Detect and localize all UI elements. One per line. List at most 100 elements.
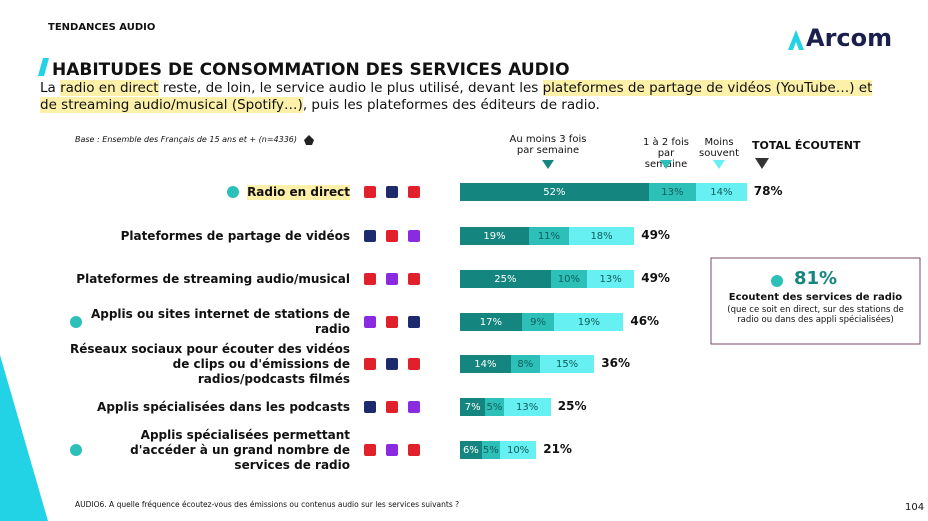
total-label: 36% — [601, 356, 631, 370]
service-logo — [386, 230, 398, 242]
bar-value-label: 13% — [661, 186, 684, 198]
subtitle-part: radio en direct — [60, 80, 159, 96]
category-text: Applis spécialisées permettant d'accéder… — [130, 427, 350, 472]
base-icon — [304, 135, 314, 145]
category-label: Applis ou sites internet de stations de … — [70, 297, 350, 347]
service-logo — [364, 444, 376, 456]
logo-mark — [788, 30, 804, 50]
bar-segment: 13% — [648, 183, 696, 201]
legend-label: Au moins 3 fois par semaine — [509, 134, 587, 156]
category-dot — [70, 444, 82, 456]
bar-segment: 19% — [460, 227, 529, 245]
bar-segment: 11% — [528, 227, 569, 245]
service-logo — [408, 444, 420, 456]
callout-dot — [771, 275, 783, 287]
bar-value-label: 10% — [557, 273, 581, 285]
category-text: Radio en direct — [247, 184, 350, 200]
category-label: Applis spécialisées dans les podcasts — [70, 382, 350, 432]
service-logo — [364, 358, 376, 370]
callout-box — [710, 257, 921, 345]
bar-value-label: 13% — [599, 273, 622, 285]
callout-value: 81% — [793, 268, 838, 289]
bar-segment: 13% — [503, 398, 551, 416]
service-logo — [408, 401, 420, 413]
bar-segment: 8% — [510, 355, 540, 373]
bar-segment: 5% — [481, 441, 500, 459]
bar-segment: 17% — [460, 313, 522, 331]
service-logo — [364, 273, 376, 285]
service-logo — [408, 186, 420, 198]
bar-value-label: 14% — [710, 186, 733, 198]
bar-segment: 19% — [554, 313, 624, 331]
bar-value-label: 19% — [577, 316, 600, 328]
subtitle-part: , puis les plateformes des éditeurs de r… — [302, 97, 600, 113]
service-logo — [408, 358, 420, 370]
service-logo — [386, 444, 398, 456]
bar-value-label: 5% — [482, 444, 499, 456]
total-label: 21% — [543, 442, 572, 456]
bar-value-label: 7% — [464, 401, 481, 413]
legend-marker — [660, 160, 672, 169]
category-text: Plateformes de partage de vidéos — [120, 228, 350, 243]
bar-segment: 14% — [695, 183, 747, 201]
bar-segment: 10% — [550, 270, 588, 288]
title: HABITUDES DE CONSOMMATION DES SERVICES A… — [52, 60, 570, 80]
header: TENDANCES AUDIO — [48, 22, 156, 33]
subtitle-part: reste, de loin, le service audio le plus… — [158, 80, 543, 96]
category-label: Réseaux sociaux pour écouter des vidéos … — [70, 339, 350, 389]
category-dot — [70, 316, 82, 328]
bar-value-label: 5% — [486, 401, 503, 413]
bar-segment: 5% — [485, 398, 504, 416]
category-label: Radio en direct — [70, 167, 350, 217]
title-slash — [38, 58, 49, 76]
service-logo — [408, 230, 420, 242]
bar-value-label: 17% — [479, 316, 502, 328]
total-label: 46% — [630, 314, 660, 328]
service-logo — [364, 230, 376, 242]
service-logo — [408, 316, 420, 328]
bar-segment: 9% — [521, 313, 555, 331]
bar-segment: 15% — [539, 355, 595, 373]
legend-marker — [542, 160, 554, 169]
logo: Arcom — [806, 24, 893, 52]
footnote: AUDIO6. A quelle fréquence écoutez-vous … — [75, 500, 460, 509]
bar-value-label: 15% — [555, 358, 579, 370]
service-logo — [408, 273, 420, 285]
bar-segment: 52% — [460, 183, 649, 201]
total-label: 49% — [641, 271, 670, 285]
bar-value-label: 14% — [474, 358, 497, 370]
callout-title: Ecoutent des services de radio — [728, 292, 903, 303]
category-text: Réseaux sociaux pour écouter des vidéos … — [70, 341, 350, 386]
bar-value-label: 18% — [590, 230, 613, 242]
service-logo — [364, 186, 376, 198]
bar-value-label: 13% — [516, 401, 539, 413]
base-note: Base : Ensemble des Français de 15 ans e… — [75, 135, 298, 144]
service-logo — [386, 186, 398, 198]
subtitle-part: La — [40, 80, 61, 96]
bar-segment: 10% — [499, 441, 537, 459]
bar-value-label: 11% — [537, 230, 561, 242]
category-text: Plateformes de streaming audio/musical — [76, 271, 350, 286]
totals-label: TOTAL ÉCOUTENT — [752, 139, 861, 152]
total-label: 49% — [641, 228, 670, 242]
bar-value-label: 6% — [462, 444, 479, 456]
subtitle: La radio en direct reste, de loin, le se… — [40, 80, 890, 114]
service-logo — [364, 316, 376, 328]
corner-triangle — [0, 355, 48, 521]
bar-value-label: 9% — [530, 316, 546, 328]
service-logo — [386, 401, 398, 413]
category-dot — [227, 186, 240, 198]
bar-segment: 25% — [460, 270, 551, 288]
bar-value-label: 52% — [543, 186, 566, 198]
legend-marker — [713, 160, 725, 169]
legend-label: Moins souvent — [699, 137, 739, 159]
category-text: Applis ou sites internet de stations de … — [90, 307, 350, 336]
service-logo — [386, 316, 398, 328]
service-logo — [364, 401, 376, 413]
category-text: Applis spécialisées dans les podcasts — [97, 399, 350, 414]
service-logo — [386, 273, 398, 285]
total-label: 78% — [753, 184, 783, 198]
total-label: 25% — [557, 399, 587, 413]
